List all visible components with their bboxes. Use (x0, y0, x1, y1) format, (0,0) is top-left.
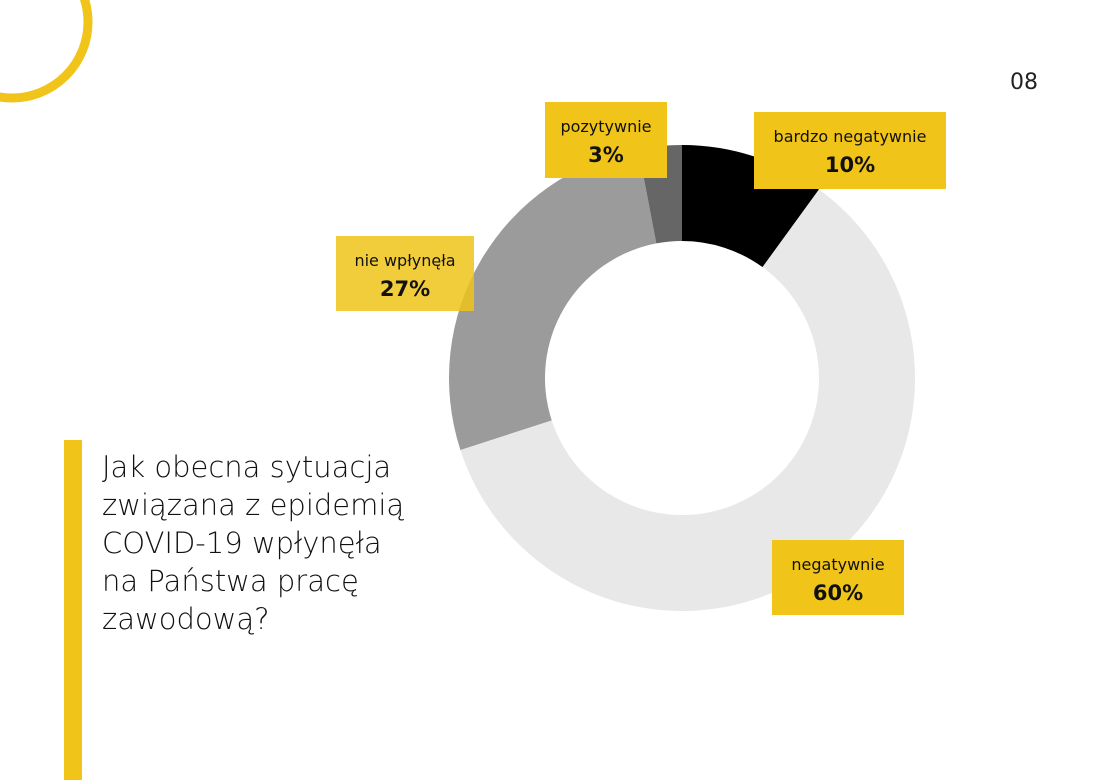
label-name: negatywnie (791, 555, 884, 574)
label-name: pozytywnie (560, 117, 651, 136)
decor-ring (0, 0, 93, 103)
donut-slice (460, 189, 915, 612)
accent-bar (64, 440, 82, 780)
label-box (754, 112, 946, 189)
labels: bardzo negatywnie 10% negatywnie 60% nie wpł… (336, 102, 946, 615)
label-value: 27% (380, 277, 430, 301)
label-value: 10% (825, 153, 875, 177)
label-box (545, 102, 667, 178)
label-name: nie wpłynęła (354, 251, 455, 270)
chart-title: Jak obecna sytuacja związana z epidemią … (102, 450, 405, 636)
label-box (336, 236, 474, 311)
donut-slice (449, 149, 657, 451)
page-number: 08 (1010, 70, 1038, 95)
label-box (772, 540, 904, 615)
label-value: 60% (813, 581, 863, 605)
label-value: 3% (588, 143, 624, 167)
label-name: bardzo negatywnie (774, 127, 927, 146)
